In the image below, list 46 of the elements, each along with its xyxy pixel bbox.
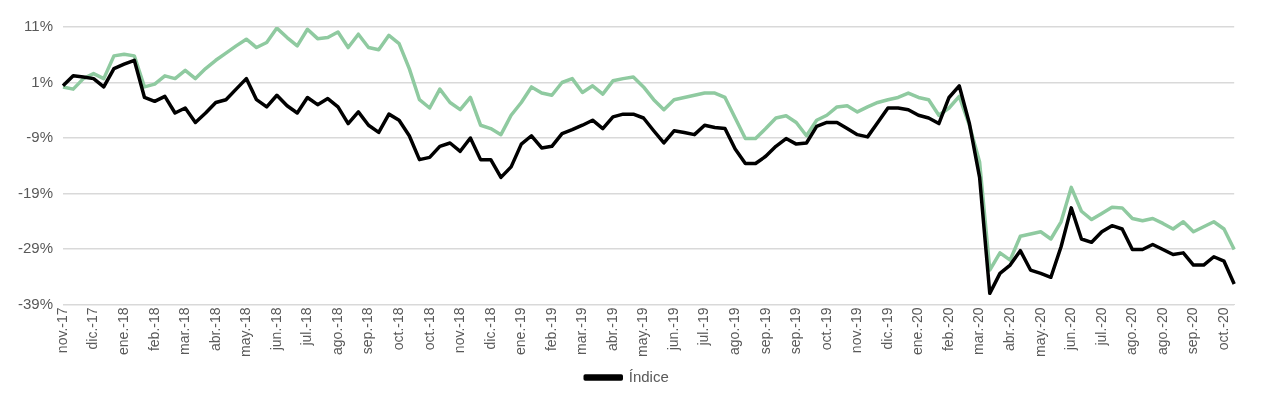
legend-label: Índice [628,367,669,385]
x-tick-label: ago.-18 [328,307,345,355]
x-tick-label: feb.-18 [145,307,162,352]
y-tick-label: -39% [17,294,54,312]
y-tick-label: -19% [17,183,54,201]
x-tick-label: dic.-17 [84,307,101,350]
x-tick-label: abr.-19 [603,307,620,352]
x-tick-label: jun.-18 [267,307,284,352]
x-tick-label: sep.-18 [359,307,376,355]
x-tick-label: abr.-20 [1001,307,1018,352]
x-tick-label: oct.-20 [1214,307,1231,351]
x-tick-label: jul.-19 [695,307,712,347]
x-tick-label: jun.-20 [1062,307,1079,352]
x-tick-label: nov.-19 [848,307,865,354]
x-tick-label: feb.-19 [542,307,559,352]
x-tick-label: sep.-20 [1184,307,1201,355]
x-tick-label: sep.-19 [756,307,773,355]
x-tick-label: jun.-19 [664,307,681,352]
y-tick-label: 1% [31,72,54,90]
x-tick-label: mar.-20 [970,307,987,355]
x-tick-label: oct.-18 [389,307,406,351]
x-tick-label: dic.-18 [481,307,498,350]
x-tick-label: nov.-18 [451,307,468,354]
y-tick-label: -9% [26,128,54,146]
x-tick-label: mar.-19 [573,307,590,355]
x-tick-label: may.-19 [634,307,651,358]
x-tick-label: oct.-18 [420,307,437,351]
x-tick-label: dic.-19 [878,307,895,350]
x-tick-label: ene.-20 [909,307,926,355]
x-tick-label: ago.-20 [1153,307,1170,355]
x-tick-label: oct.-19 [817,307,834,351]
x-tick-label: feb.-20 [939,307,956,352]
x-tick-label: abr.-18 [206,307,223,352]
x-tick-label: ene.-19 [512,307,529,355]
x-tick-label: ene.-18 [114,307,131,355]
x-tick-label: mar.-18 [176,307,193,355]
y-tick-label: 11% [24,17,54,35]
y-tick-label: -29% [17,239,54,257]
x-tick-label: ago.-19 [726,307,743,355]
x-tick-label: ago.-20 [1123,307,1140,355]
x-tick-label: nov.-17 [53,307,70,354]
x-tick-label: jul.-18 [298,307,315,347]
x-tick-label: may.-18 [237,307,254,358]
x-tick-label: jul.-20 [1092,307,1109,347]
x-tick-label: sep.-19 [787,307,804,355]
x-tick-label: may.-20 [1031,307,1048,358]
